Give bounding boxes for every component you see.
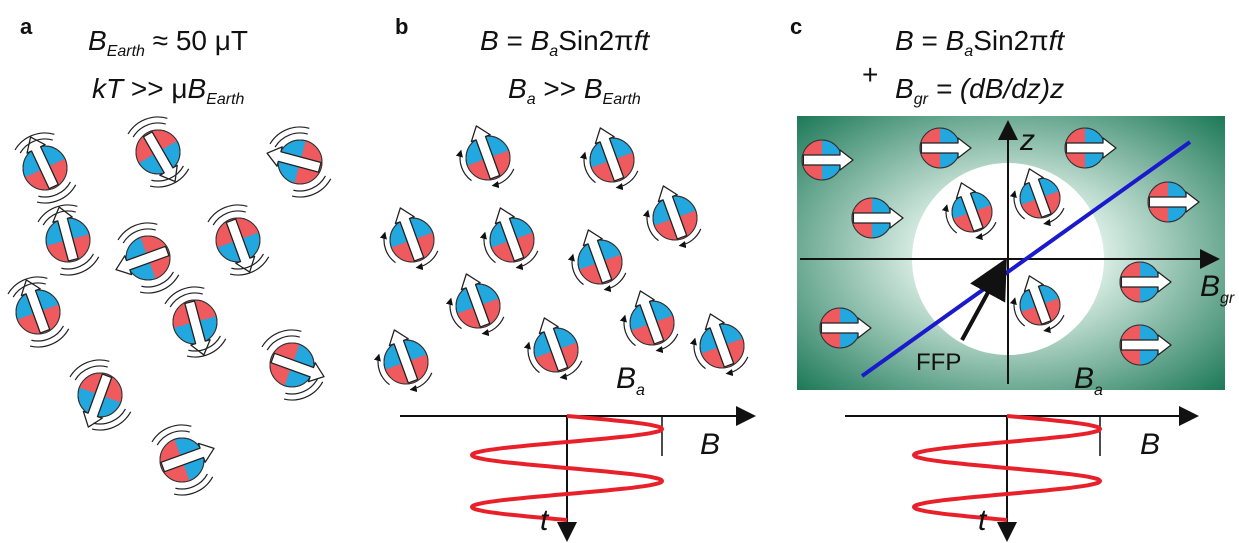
particle bbox=[373, 329, 433, 393]
particle bbox=[7, 276, 70, 348]
particle bbox=[1009, 168, 1065, 227]
particle bbox=[445, 273, 505, 337]
particle bbox=[455, 125, 515, 189]
particle bbox=[127, 116, 190, 188]
particle bbox=[164, 286, 227, 358]
particle bbox=[689, 313, 749, 377]
panel-b-particles bbox=[373, 125, 749, 393]
particle bbox=[642, 185, 702, 249]
panel-c-equation-2: Bgr = (dB/dz)z bbox=[895, 73, 1064, 108]
particle bbox=[479, 207, 539, 271]
particle bbox=[261, 329, 325, 401]
particle bbox=[579, 127, 639, 191]
particle bbox=[941, 182, 997, 241]
particle bbox=[1064, 127, 1117, 169]
panel-c-ffp-label: FFP bbox=[916, 349, 961, 376]
particle bbox=[151, 424, 215, 496]
panel-a-equation-1: BEarth ≈ 50 μT bbox=[88, 25, 248, 60]
panel-c-ba-label: Ba bbox=[1074, 362, 1103, 399]
particle bbox=[115, 222, 180, 294]
panel-b-sine-curve bbox=[469, 414, 665, 522]
particle bbox=[379, 207, 439, 271]
particle bbox=[919, 127, 972, 169]
particle bbox=[619, 290, 679, 354]
panel-b-b-axis-label: B bbox=[700, 428, 720, 461]
particle bbox=[819, 307, 872, 349]
particle bbox=[523, 317, 583, 381]
particle bbox=[851, 197, 904, 239]
particle bbox=[69, 359, 132, 431]
panel-a-particles bbox=[7, 116, 332, 496]
panel-c-t-axis-label: t bbox=[978, 504, 988, 537]
particle bbox=[1119, 261, 1172, 303]
panel-b-t-axis-label: t bbox=[540, 504, 550, 537]
panel-c-plus: + bbox=[862, 59, 878, 90]
panel-c-particles bbox=[801, 127, 1200, 366]
panel-c-ffp-arrow bbox=[960, 257, 1007, 341]
panel-b-ba-label: Ba bbox=[616, 362, 645, 399]
particle bbox=[1147, 181, 1200, 223]
particle bbox=[567, 229, 627, 293]
panel-c-gradient-line bbox=[860, 140, 1192, 378]
panel-b-letter: b bbox=[395, 14, 408, 39]
particle bbox=[14, 132, 77, 204]
panel-c-equation-1: B = BaSin2πft bbox=[895, 25, 1065, 60]
panel-c-b-axis-label: B bbox=[1140, 428, 1160, 461]
particle bbox=[801, 139, 854, 181]
panel-c-bgr-label: Bgr bbox=[1200, 270, 1235, 307]
particle bbox=[266, 126, 332, 198]
particle bbox=[1009, 275, 1065, 334]
particle bbox=[207, 204, 270, 276]
panel-c-letter: c bbox=[790, 14, 802, 39]
panel-b-equation-2: Ba >> BEarth bbox=[508, 73, 641, 108]
panel-c-z-label: z bbox=[1019, 124, 1035, 157]
particle bbox=[37, 204, 100, 276]
panel-c-sine-curve bbox=[911, 414, 1103, 522]
panel-a-equation-2: kT >> μBEarth bbox=[92, 73, 245, 108]
panel-a-letter: a bbox=[20, 14, 33, 39]
particle bbox=[1119, 324, 1172, 366]
panel-b-equation-1: B = BaSin2πft bbox=[480, 25, 650, 60]
